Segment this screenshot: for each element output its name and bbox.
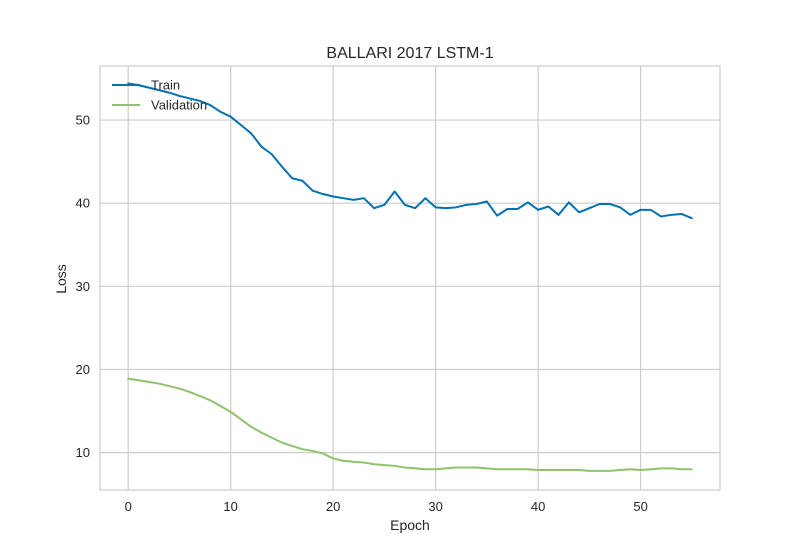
y-tick-labels: 10 20 30 40 50 — [76, 113, 90, 461]
x-tick-label: 0 — [125, 499, 132, 514]
x-tick-label: 40 — [531, 499, 545, 514]
plot-background — [100, 66, 720, 490]
chart-title: BALLARI 2017 LSTM-1 — [326, 45, 493, 62]
series-layer — [127, 82, 693, 472]
y-tick-label: 10 — [76, 445, 90, 460]
legend-label-train: Train — [151, 78, 180, 93]
y-tick-label: 20 — [76, 362, 90, 377]
y-tick-label: 30 — [76, 279, 90, 294]
x-tick-labels: 0 10 20 30 40 50 — [125, 499, 648, 514]
series-line-train — [127, 82, 693, 220]
x-tick-label: 10 — [223, 499, 237, 514]
y-tick-label: 40 — [76, 196, 90, 211]
x-tick-label: 20 — [326, 499, 340, 514]
y-tick-label: 50 — [76, 113, 90, 128]
grid-lines — [100, 66, 720, 490]
x-tick-label: 30 — [428, 499, 442, 514]
legend: Train Validation — [112, 78, 207, 113]
legend-label-validation: Validation — [151, 98, 207, 113]
x-tick-label: 50 — [633, 499, 647, 514]
x-axis-label: Epoch — [390, 517, 430, 533]
series-line-validation — [127, 377, 693, 472]
plot-frame — [99, 65, 721, 491]
y-axis-label: Loss — [53, 264, 69, 294]
